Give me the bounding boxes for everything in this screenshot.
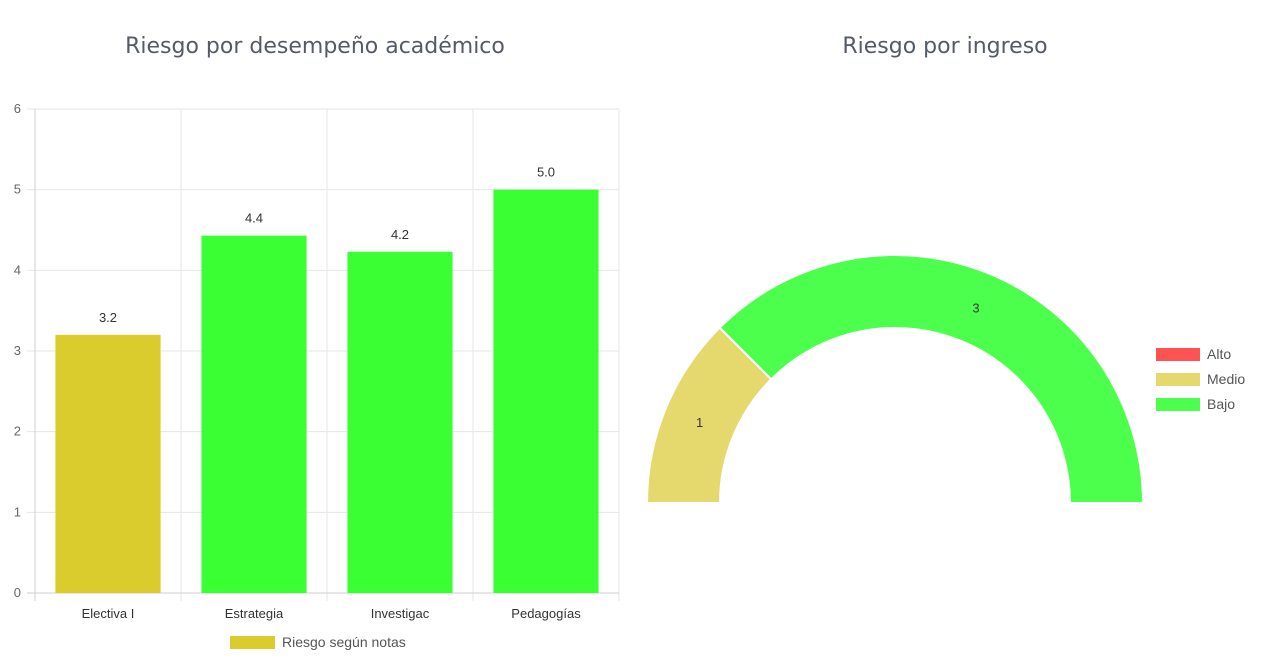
bar-value-label: 3.2 — [99, 310, 117, 325]
y-tick-label: 3 — [14, 343, 21, 358]
y-tick-label: 4 — [14, 262, 21, 277]
y-tick-label: 5 — [14, 182, 21, 197]
x-tick-label: Electiva I — [82, 606, 135, 621]
gauge-segment-label: 3 — [972, 301, 979, 316]
bar-chart-title: Riesgo por desempeño académico — [125, 34, 505, 59]
bar-value-label: 4.2 — [391, 227, 409, 242]
bar — [493, 189, 599, 593]
legend-swatch — [230, 636, 275, 649]
gauge-chart-title: Riesgo por ingreso — [842, 34, 1048, 59]
y-tick-label: 0 — [14, 585, 21, 600]
bar-chart: 0 1 2 3 4 5 6 3.2 Electiva I 4.4 Estrategia 4.2 Inve… — [14, 101, 620, 650]
bar — [55, 334, 161, 593]
gauge-segment — [718, 254, 1145, 504]
y-tick-label: 2 — [14, 424, 21, 439]
x-tick-label: Estrategia — [225, 606, 284, 621]
gauge-segment-label: 1 — [696, 415, 703, 430]
legend-swatch — [1156, 398, 1200, 411]
legend-label: Bajo — [1207, 396, 1235, 412]
bar-value-label: 5.0 — [537, 165, 555, 180]
bar — [347, 251, 453, 593]
x-tick-label: Pedagogías — [511, 606, 581, 621]
legend-swatch — [1156, 348, 1200, 361]
bar — [201, 235, 307, 593]
bar-value-label: 4.4 — [245, 211, 263, 226]
legend-swatch — [1156, 373, 1200, 386]
legend-label: Medio — [1207, 371, 1245, 387]
y-tick-label: 6 — [14, 101, 21, 116]
gauge-segment — [645, 326, 773, 504]
legend-label: Alto — [1207, 346, 1231, 362]
y-tick-label: 1 — [14, 504, 21, 519]
legend-label: Riesgo según notas — [282, 634, 406, 650]
x-tick-label: Investigac — [371, 606, 430, 621]
